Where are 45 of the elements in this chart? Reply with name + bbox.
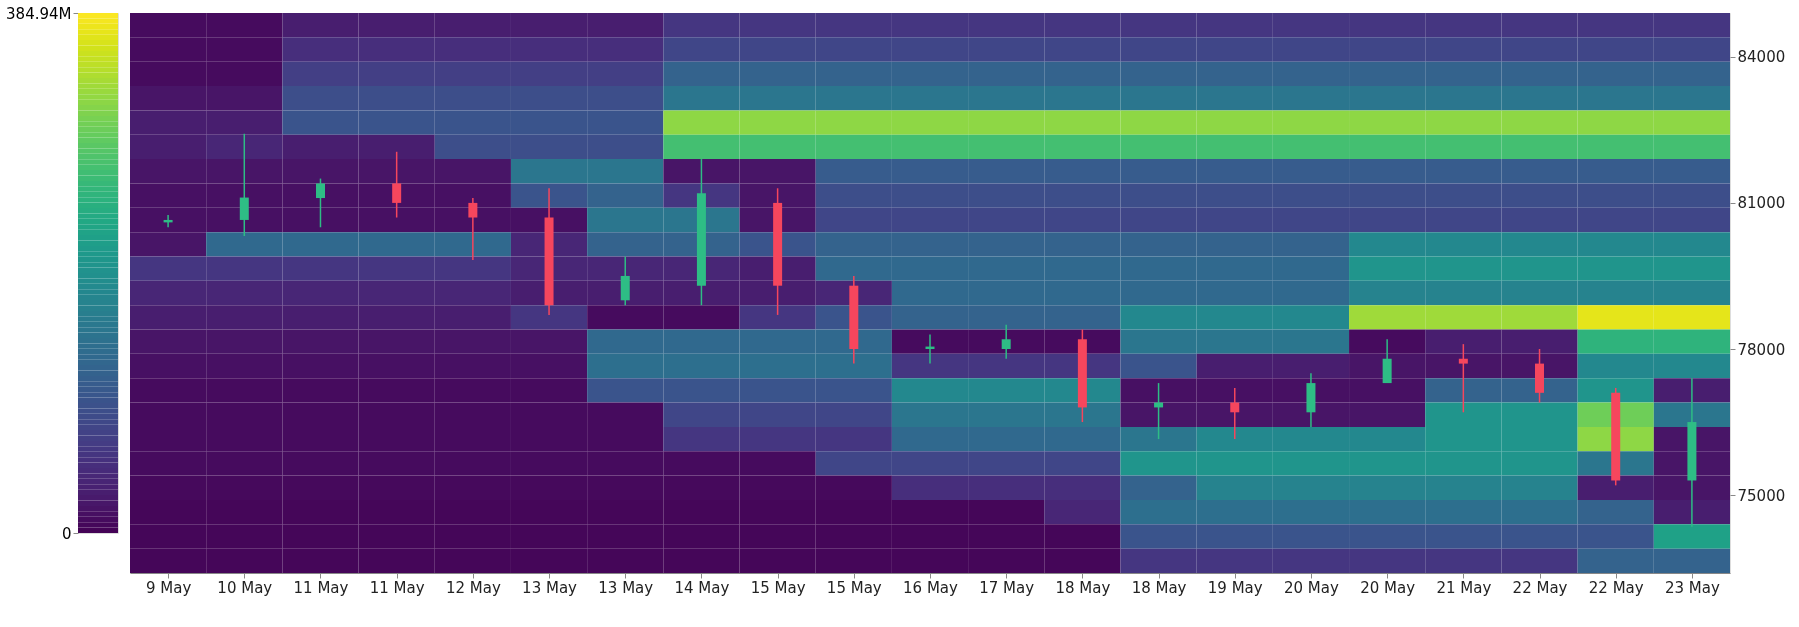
candlestick: [392, 151, 402, 219]
x-tick-label: 13 May: [598, 578, 654, 597]
x-tick-label: 16 May: [903, 578, 959, 597]
x-tick-label: 13 May: [522, 578, 578, 597]
x-tick-label: 20 May: [1360, 578, 1416, 597]
x-tick-label: 11 May: [369, 578, 425, 597]
candlestick: [1306, 372, 1316, 428]
candlestick: [315, 177, 325, 229]
x-tick-label: 22 May: [1512, 578, 1568, 597]
candlestick: [1535, 348, 1545, 404]
y-tick-label: 75000: [1737, 486, 1786, 505]
candlestick: [849, 275, 859, 365]
x-tick-label: 21 May: [1436, 578, 1492, 597]
x-tick-label: 12 May: [445, 578, 501, 597]
candlestick: [544, 187, 554, 316]
candlestick: [1001, 323, 1011, 360]
candlestick: [1077, 328, 1087, 423]
candlestick: [1230, 387, 1240, 440]
x-tick-label: 15 May: [750, 578, 806, 597]
x-tick-label: 14 May: [674, 578, 730, 597]
candlestick: [468, 197, 478, 261]
x-tick-label: 22 May: [1588, 578, 1644, 597]
candlestick: [773, 187, 783, 316]
y-tick-label: 84000: [1737, 48, 1786, 67]
x-tick-label: 15 May: [826, 578, 882, 597]
x-tick-label: 17 May: [979, 578, 1035, 597]
x-tick-label: 20 May: [1284, 578, 1339, 597]
candlestick: [1687, 377, 1697, 528]
color-bar-label: 0: [61, 524, 72, 543]
x-tick-label: 10 May: [217, 578, 273, 597]
color-bar-label: 384.94M: [6, 4, 72, 23]
x-tick-label: 18 May: [1131, 578, 1187, 597]
x-tick-label: 19 May: [1207, 578, 1263, 597]
x-tick-label: 9 May: [145, 578, 192, 597]
candlestick: [1382, 338, 1392, 384]
y-tick-label: 78000: [1737, 340, 1786, 359]
y-tick-label: 81000: [1737, 194, 1786, 213]
candlestick: [1458, 343, 1468, 414]
candlestick: [239, 133, 249, 237]
x-tick-label: 11 May: [293, 578, 349, 597]
candlestick: [1611, 387, 1621, 487]
candlestick: [620, 255, 630, 306]
x-tick-label: 18 May: [1055, 578, 1111, 597]
x-tick-label: 23 May: [1664, 578, 1720, 597]
candlestick: [696, 158, 706, 306]
